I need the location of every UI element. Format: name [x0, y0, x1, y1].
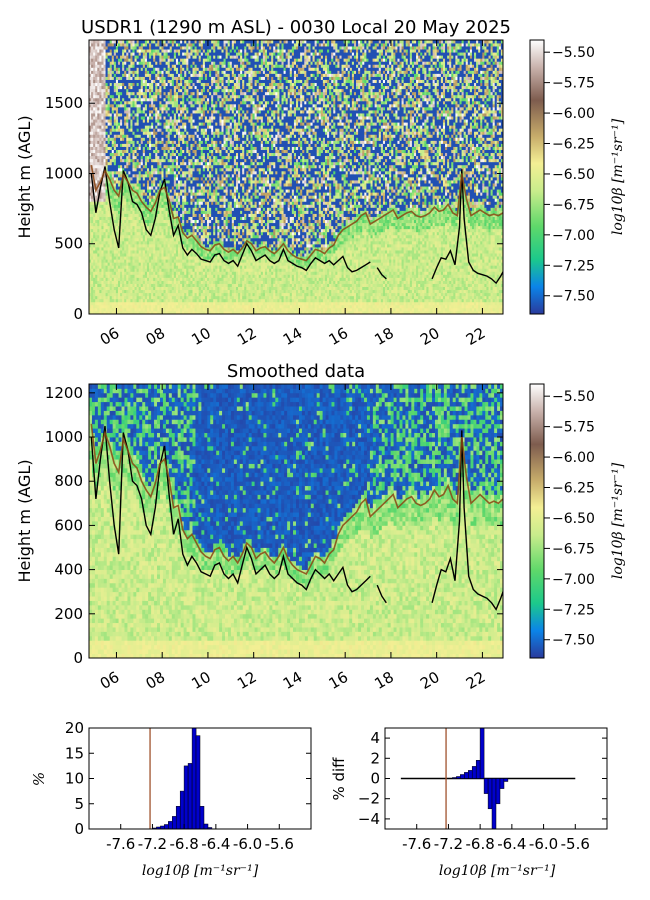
chart-title: USDR1 (1290 m ASL) - 0030 Local 20 May 2… [81, 17, 511, 38]
raw-heatmap-chart: USDR1 (1290 m ASL) - 0030 Local 20 May 2… [15, 17, 626, 349]
heatmap-cells [89, 40, 503, 314]
